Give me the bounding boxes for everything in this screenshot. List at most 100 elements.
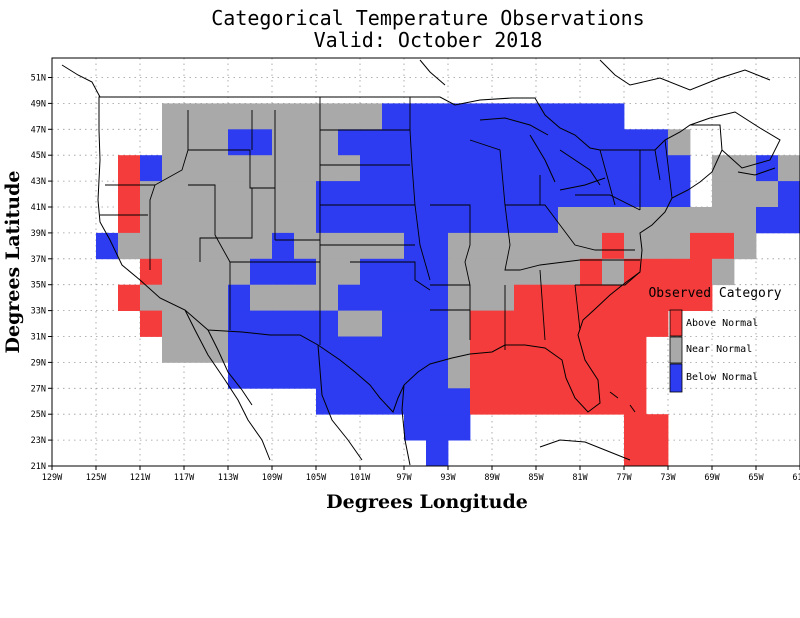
cell-below-normal xyxy=(514,181,537,208)
x-tick-label: 89W xyxy=(484,473,500,483)
cell-above-normal xyxy=(580,310,603,337)
cell-above-normal xyxy=(536,362,559,389)
cell-below-normal xyxy=(228,310,251,337)
cell-above-normal xyxy=(580,258,603,286)
cell-below-normal xyxy=(404,129,427,156)
cell-below-normal xyxy=(514,129,537,156)
legend-label-above: Above Normal xyxy=(686,318,758,329)
cell-near-normal xyxy=(140,207,163,234)
cell-below-normal xyxy=(316,336,339,363)
cell-near-normal xyxy=(184,232,207,260)
cell-near-normal xyxy=(294,181,317,208)
cell-below-normal xyxy=(514,103,537,130)
cell-below-normal xyxy=(426,207,449,234)
cell-below-normal xyxy=(624,129,647,156)
cell-below-normal xyxy=(426,336,449,363)
cell-above-normal xyxy=(536,284,559,311)
cell-below-normal xyxy=(426,414,449,441)
cell-below-normal xyxy=(602,155,625,182)
cell-near-normal xyxy=(756,181,779,208)
cell-below-normal xyxy=(514,207,537,234)
cell-near-normal xyxy=(338,103,361,130)
cell-below-normal xyxy=(778,207,800,234)
cell-below-normal xyxy=(382,129,405,156)
cell-below-normal xyxy=(382,207,405,234)
cell-near-normal xyxy=(602,207,625,234)
cell-above-normal xyxy=(118,181,141,208)
y-tick-label: 31N xyxy=(31,333,46,343)
cell-below-normal xyxy=(536,129,559,156)
cell-near-normal xyxy=(360,310,383,337)
cell-near-normal xyxy=(492,232,515,260)
y-tick-label: 25N xyxy=(31,410,46,420)
cell-near-normal xyxy=(470,258,493,286)
y-tick-label: 47N xyxy=(31,125,46,135)
cell-near-normal xyxy=(514,232,537,260)
cell-below-normal xyxy=(558,155,581,182)
cell-near-normal xyxy=(162,232,185,260)
cell-near-normal xyxy=(734,207,757,234)
cell-near-normal xyxy=(536,232,559,260)
cell-near-normal xyxy=(778,155,800,182)
cell-near-normal xyxy=(294,232,317,260)
mexico-coast xyxy=(184,309,411,466)
y-tick-label: 37N xyxy=(31,255,46,265)
cell-near-normal xyxy=(448,232,471,260)
cell-above-normal xyxy=(558,310,581,337)
cell-below-normal xyxy=(404,155,427,182)
x-tick-label: 93W xyxy=(440,473,456,483)
cell-near-normal xyxy=(272,155,295,182)
cell-below-normal xyxy=(338,181,361,208)
cell-near-normal xyxy=(646,232,669,260)
cell-below-normal xyxy=(360,207,383,234)
cell-below-normal xyxy=(250,258,273,286)
cell-above-normal xyxy=(602,362,625,389)
cell-above-normal xyxy=(558,284,581,311)
cell-above-normal xyxy=(514,336,537,363)
x-tick-label: 65W xyxy=(748,473,764,483)
cell-below-normal xyxy=(316,362,339,389)
cell-above-normal xyxy=(580,362,603,389)
cell-near-normal xyxy=(184,181,207,208)
geographic-outlines xyxy=(61,59,781,466)
cell-above-normal xyxy=(580,388,603,415)
cell-above-normal xyxy=(558,336,581,363)
cell-near-normal xyxy=(272,129,295,156)
cell-near-normal xyxy=(228,155,251,182)
cell-near-normal xyxy=(360,103,383,130)
cell-below-normal xyxy=(448,129,471,156)
x-tick-label: 125W xyxy=(86,473,107,483)
cell-near-normal xyxy=(712,207,735,234)
cell-near-normal xyxy=(382,232,405,260)
cell-near-normal xyxy=(184,207,207,234)
x-tick-label: 73W xyxy=(660,473,676,483)
cell-near-normal xyxy=(250,155,273,182)
x-tick-label: 101W xyxy=(350,473,371,483)
cell-below-normal xyxy=(140,155,163,182)
y-tick-label: 39N xyxy=(31,229,46,239)
cell-below-normal xyxy=(316,207,339,234)
cell-near-normal xyxy=(294,103,317,130)
cell-below-normal xyxy=(228,336,251,363)
cell-above-normal xyxy=(470,362,493,389)
cell-near-normal xyxy=(272,181,295,208)
cell-near-normal xyxy=(184,103,207,130)
cell-below-normal xyxy=(272,232,295,260)
cell-near-normal xyxy=(162,181,185,208)
cell-below-normal xyxy=(404,181,427,208)
cell-near-normal xyxy=(624,207,647,234)
y-tick-label: 21N xyxy=(31,462,46,472)
cell-below-normal xyxy=(778,181,800,208)
y-tick-label: 51N xyxy=(31,74,46,84)
canada-coast xyxy=(61,59,781,191)
cell-below-normal xyxy=(470,207,493,234)
cell-below-normal xyxy=(580,181,603,208)
cell-below-normal xyxy=(404,388,427,415)
cell-near-normal xyxy=(228,207,251,234)
x-tick-label: 97W xyxy=(396,473,412,483)
cell-below-normal xyxy=(250,129,273,156)
cell-above-normal xyxy=(602,388,625,415)
cell-near-normal xyxy=(294,155,317,182)
cell-below-normal xyxy=(382,362,405,389)
x-tick-label: 77W xyxy=(616,473,632,483)
